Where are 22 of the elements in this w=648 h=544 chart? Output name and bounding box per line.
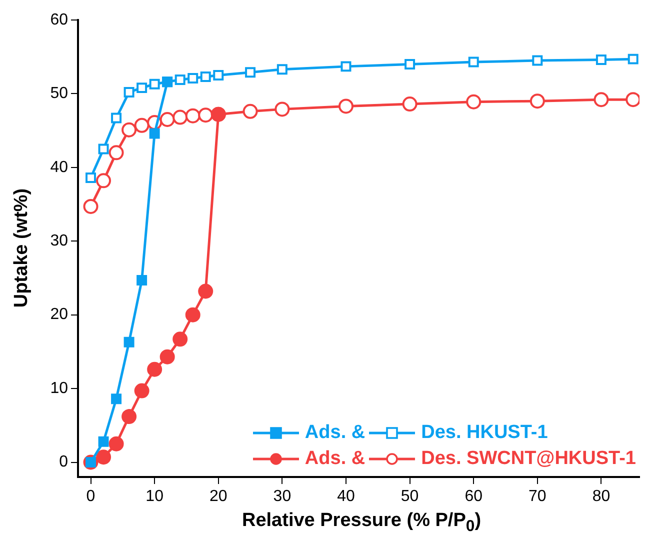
y-tick-label: 0: [59, 454, 68, 471]
y-tick-label: 10: [50, 380, 68, 397]
y-tick-label: 60: [50, 11, 68, 28]
legend-label: Des. HKUST-1: [421, 422, 548, 443]
x-tick-label: 20: [209, 488, 228, 506]
y-tick-label: 50: [50, 85, 68, 102]
x-tick-label: 50: [400, 488, 419, 506]
y-tick-label: 40: [50, 158, 68, 176]
x-tick-label: 60: [464, 488, 483, 506]
x-tick-label: 70: [528, 488, 546, 506]
legend-label: Des. SWCNT@HKUST-1: [421, 448, 636, 469]
x-tick-label: 30: [273, 488, 292, 506]
x-tick-label: 80: [592, 488, 610, 506]
x-tick-label: 0: [86, 488, 96, 506]
legend-label: Ads. &: [304, 422, 366, 443]
y-tick-label: 30: [50, 232, 68, 250]
x-axis-title: Relative Pressure (% P/P$_{0}$): [240, 510, 482, 536]
y-axis-title: Uptake (wt%): [11, 186, 33, 310]
x-tick-label: 40: [337, 488, 355, 506]
y-tick-label: 20: [50, 306, 68, 324]
x-tick-label: 10: [146, 488, 164, 506]
legend-label: Ads. &: [304, 448, 366, 469]
